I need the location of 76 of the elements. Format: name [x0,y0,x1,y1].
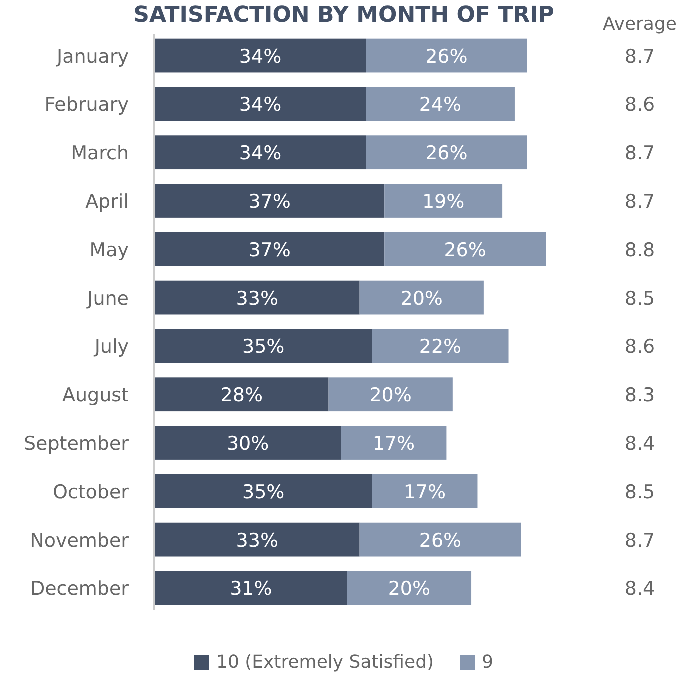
text: 8.5 [624,481,656,504]
legend-label: 10 (Extremely Satisfied) [216,652,434,673]
text: 8.7 [624,190,656,213]
text: 8.4 [624,578,656,600]
bar [155,232,385,266]
y-tick-label: January [56,46,129,68]
data-label: 37% [248,190,291,213]
y-tick-label: November [30,530,130,552]
data-label: 20% [370,384,412,407]
y-tick-label: March [71,142,129,165]
bar [366,136,528,170]
bar [360,522,522,557]
text: 8.6 [624,94,656,116]
data-label: 26% [426,46,468,68]
y-tick-label: July [94,336,129,358]
text: 8.7 [624,530,656,552]
bar [366,87,515,122]
data-label: 35% [242,336,285,358]
bar [155,38,366,73]
bar [360,280,484,315]
y-tick-label: October [52,481,130,504]
data-label: 24% [419,94,462,116]
data-label: 20% [400,288,443,310]
bar [155,522,360,557]
y-tick-label: December [30,578,130,600]
text: 8.5 [624,288,656,310]
y-tick-label: August [62,384,129,407]
y-tick-label: June [86,288,129,310]
data-label: 26% [426,142,468,165]
data-label: 34% [239,94,282,116]
text: 8.3 [624,384,656,407]
bar [341,426,447,460]
bar [372,329,509,364]
text: Average [603,14,677,35]
text: 8.8 [624,239,656,262]
y-tick-label: April [86,190,129,213]
bar [155,571,348,606]
bar [155,329,372,364]
bar [347,571,472,606]
bar [366,38,528,73]
y-tick-label: February [44,94,129,116]
data-label: 22% [419,336,462,358]
y-tick-label: May [90,239,129,262]
data-label: 30% [226,433,270,456]
data-label: 20% [388,578,431,600]
data-label: 28% [220,384,264,407]
data-label: 17% [404,481,446,504]
bar [328,378,453,412]
bar [372,474,478,508]
text: 8.6 [624,336,656,358]
data-label: 33% [236,288,279,310]
bar [155,378,329,412]
data-label: 26% [419,530,462,552]
data-label: 31% [230,578,272,600]
data-label: 35% [242,481,285,504]
data-label: 19% [422,190,465,213]
data-label: 26% [444,239,486,262]
bar [155,280,360,315]
data-label: 34% [239,46,282,68]
bar [155,87,366,122]
text: 8.7 [624,46,656,68]
bar [155,184,385,218]
text: 8.4 [624,433,656,456]
y-tick-label: September [24,433,130,456]
chart-title: SATISFACTION BY MONTH OF TRIP [134,3,554,28]
bar [384,184,503,218]
bar [155,136,366,170]
bar [155,426,342,460]
text: 8.7 [624,142,656,165]
bar [155,474,372,508]
data-label: 37% [248,239,291,262]
data-label: 33% [236,530,279,552]
bar [384,232,546,266]
legend-label: 9 [482,652,494,673]
data-label: 34% [239,142,282,165]
data-label: 17% [372,433,416,456]
